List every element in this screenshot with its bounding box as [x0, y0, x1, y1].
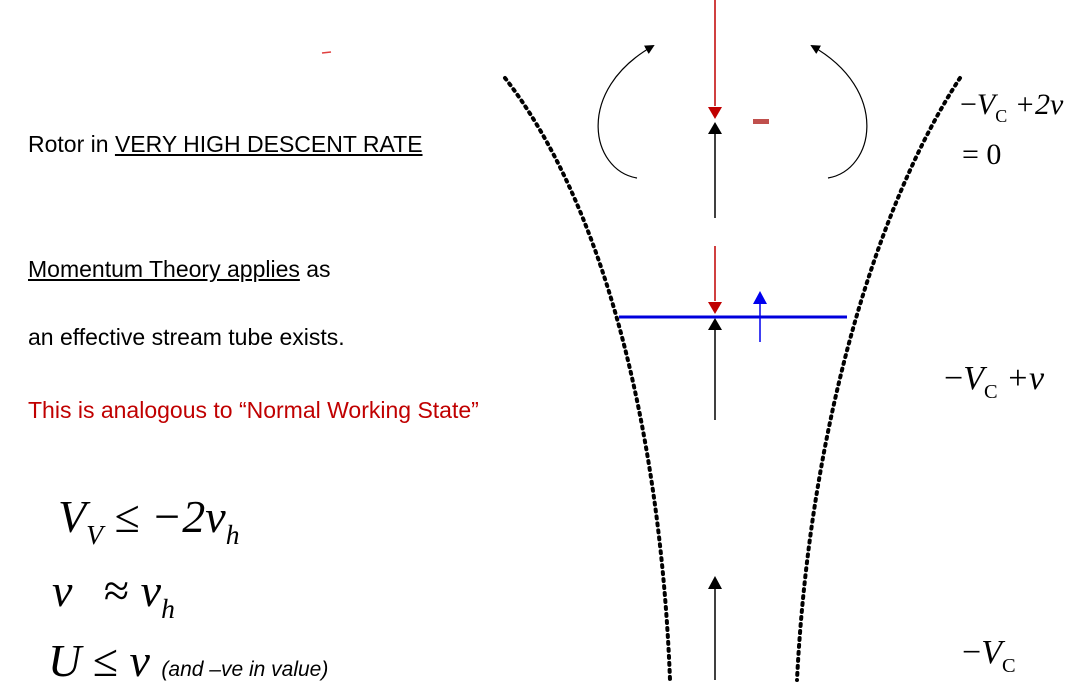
eq2-op: ≈	[103, 565, 130, 616]
label-top-minus: −	[960, 88, 977, 121]
momentum-underlined: Momentum Theory applies	[28, 256, 300, 282]
eq2-rhs-sub: h	[161, 593, 175, 625]
stream-tube-left-boundary	[503, 76, 672, 682]
eq1-rhs-sub: h	[225, 519, 240, 551]
label-top-velocity: −VC +2v	[960, 88, 1064, 126]
stream-tube-line: an effective stream tube exists.	[28, 324, 345, 350]
momentum-line: Momentum Theory applies as	[28, 256, 331, 283]
rotor-induced-arrowhead	[708, 302, 722, 314]
blue-up-arrowhead	[753, 291, 767, 304]
minus-mark	[753, 119, 769, 124]
rotor-flow-arrowhead	[708, 318, 722, 330]
top-induced-arrowhead	[708, 107, 722, 119]
label-mid-sub: C	[983, 381, 998, 404]
eq2-rhs: v	[140, 565, 162, 616]
label-top-rest: +2v	[1014, 88, 1064, 121]
label-top-sub: C	[995, 106, 1008, 127]
title-underlined: VERY HIGH DESCENT RATE	[114, 131, 423, 157]
label-bottom-velocity: −VC	[962, 634, 1016, 677]
eq1-op: ≤	[114, 491, 140, 542]
label-top-equals: = 0	[962, 138, 1002, 171]
eq3-rhs: v	[129, 635, 150, 686]
label-bottom-minus: −	[962, 634, 982, 671]
title-prefix: Rotor in	[28, 131, 115, 157]
title-line: Rotor in VERY HIGH DESCENT RATE	[28, 131, 423, 158]
label-top-var: V	[976, 88, 996, 121]
label-bottom-var: V	[981, 634, 1002, 671]
label-mid-var: V	[963, 360, 984, 397]
label-mid-rest: +v	[1006, 360, 1045, 397]
eq1-lhs-sub: V	[86, 519, 103, 551]
label-mid-minus: −	[944, 360, 964, 397]
top-flow-arrowhead	[708, 122, 722, 134]
red-dash-mark	[321, 51, 332, 54]
equation-velocity-bound: U ≤ v (and –ve in value)	[48, 634, 328, 687]
label-bottom-sub: C	[1001, 655, 1016, 678]
bottom-flow-arrowhead	[708, 576, 722, 589]
analogy-line: This is analogous to “Normal Working Sta…	[28, 397, 479, 423]
eq1-rhs: −2v	[151, 491, 226, 542]
eq3-op: ≤	[92, 635, 118, 686]
eq3-lhs: U	[48, 635, 82, 686]
eq1-lhs: V	[58, 491, 87, 542]
equation-descent-rate: VV ≤ −2vh	[58, 490, 239, 550]
equation-induced-velocity: v ≈ vh	[52, 564, 175, 624]
label-mid-velocity: −VC +v	[944, 360, 1045, 403]
eq3-note: (and –ve in value)	[161, 658, 329, 681]
stream-tube-right-boundary	[795, 76, 962, 682]
eq2-lhs: v	[52, 565, 73, 616]
recirculation-right-arrow	[810, 45, 868, 179]
recirculation-left-arrow	[597, 45, 655, 179]
momentum-suffix: as	[299, 256, 331, 282]
